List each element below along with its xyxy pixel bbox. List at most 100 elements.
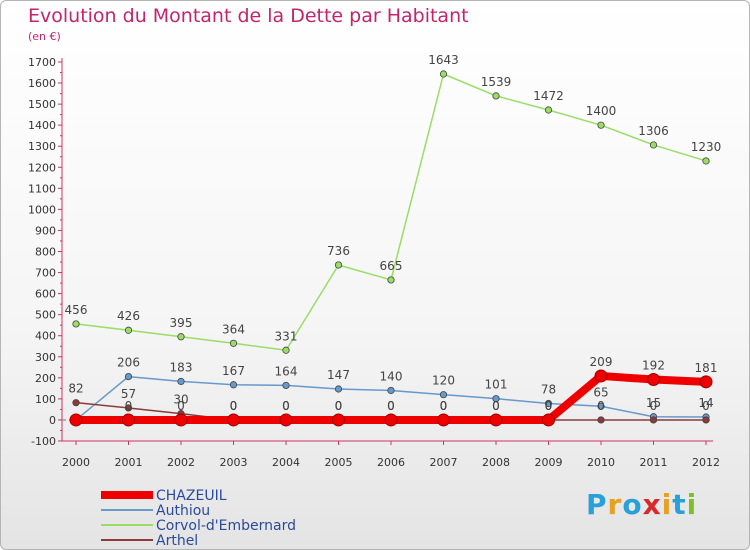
logo-letter: P <box>586 488 608 521</box>
data-label: 1400 <box>586 104 617 118</box>
data-point <box>72 399 80 407</box>
data-point <box>489 413 503 427</box>
data-label: 82 <box>68 382 83 396</box>
y-tick-label: 800 <box>35 246 56 259</box>
data-label: 192 <box>642 359 665 373</box>
data-label: 57 <box>121 387 136 401</box>
logo-letter: x <box>642 488 662 521</box>
logo-letter: i <box>686 488 698 521</box>
x-tick-label: 2005 <box>325 456 353 469</box>
y-tick-label: 1300 <box>28 140 56 153</box>
data-label: 1230 <box>691 140 722 154</box>
data-point <box>597 416 605 424</box>
data-point <box>124 404 133 412</box>
data-label: 209 <box>590 355 613 369</box>
logo-letter: t <box>672 488 687 521</box>
unit-label: (en €) <box>28 30 61 43</box>
data-point <box>279 413 293 427</box>
y-tick-label: 1600 <box>28 77 56 90</box>
data-label: 0 <box>230 399 238 413</box>
data-label: 0 <box>545 399 553 413</box>
x-tick-label: 2004 <box>272 456 300 469</box>
data-label: 206 <box>117 356 140 370</box>
data-point <box>492 395 500 403</box>
data-point <box>594 369 608 383</box>
data-point <box>384 413 398 427</box>
data-point <box>72 320 80 328</box>
legend-label: CHAZEUIL <box>156 488 227 504</box>
data-label: 14 <box>698 396 713 410</box>
data-label: 1539 <box>481 75 512 89</box>
data-point <box>229 339 238 347</box>
logo-letter: r <box>607 488 623 521</box>
y-tick-label: 600 <box>35 288 56 301</box>
data-label: 0 <box>125 399 133 413</box>
data-point <box>544 399 553 408</box>
data-label: 331 <box>275 329 298 343</box>
data-label: 0 <box>440 399 448 413</box>
data-point <box>387 386 395 395</box>
data-label: 0 <box>492 399 500 413</box>
data-point <box>699 375 713 389</box>
data-label: 0 <box>335 399 343 413</box>
y-tick-label: 1000 <box>28 203 56 216</box>
data-label: 15 <box>646 396 661 410</box>
chart-title: Evolution du Montant de la Dette par Hab… <box>28 5 469 27</box>
data-label: 426 <box>117 309 140 323</box>
data-label: 736 <box>327 244 350 258</box>
y-tick-label: 1200 <box>28 161 56 174</box>
data-label: 65 <box>593 385 608 399</box>
data-label: 183 <box>170 360 193 374</box>
data-point <box>229 381 238 389</box>
x-tick-label: 2006 <box>377 456 405 469</box>
x-tick-label: 2010 <box>587 456 615 469</box>
data-point <box>544 106 553 114</box>
x-tick-label: 2000 <box>62 456 90 469</box>
x-tick-label: 2012 <box>692 456 720 469</box>
data-point <box>124 326 133 334</box>
y-tick-label: 0 <box>49 414 56 427</box>
data-label: 0 <box>387 399 395 413</box>
data-point <box>174 413 188 427</box>
y-tick-label: 700 <box>35 267 56 280</box>
y-tick-label: 300 <box>35 351 56 364</box>
data-label: 0 <box>492 399 500 413</box>
data-label: 0 <box>440 399 448 413</box>
data-point <box>282 346 290 354</box>
data-label: 1643 <box>428 53 459 67</box>
data-point <box>597 121 605 129</box>
y-tick-label: 1100 <box>28 182 56 195</box>
data-label: 0 <box>282 399 290 413</box>
y-tick-label: 900 <box>35 224 56 237</box>
data-point <box>177 377 185 386</box>
y-tick-label: 1500 <box>28 98 56 111</box>
y-tick-label: 100 <box>35 393 56 406</box>
data-point <box>282 381 290 390</box>
x-tick-label: 2011 <box>640 456 668 469</box>
data-label: 0 <box>545 399 553 413</box>
legend-label: Corvol-d'Embernard <box>156 518 296 534</box>
data-point <box>227 413 240 427</box>
data-label: 78 <box>541 383 556 397</box>
data-point <box>334 385 343 393</box>
data-label: 0 <box>335 399 343 413</box>
data-point <box>177 333 185 341</box>
x-tick-label: 2003 <box>220 456 248 469</box>
proxiti-logo: Proxiti <box>586 488 697 521</box>
data-point <box>542 413 555 427</box>
data-point <box>702 157 710 165</box>
data-point <box>439 70 448 78</box>
legend-label: Arthel <box>156 533 198 549</box>
data-point <box>332 413 345 427</box>
data-point <box>387 276 395 284</box>
data-label: 140 <box>380 369 403 383</box>
data-point <box>597 402 605 410</box>
data-point <box>649 141 658 149</box>
y-tick-label: 500 <box>35 309 56 322</box>
x-tick-label: 2002 <box>167 456 195 469</box>
data-label: 167 <box>222 364 245 378</box>
data-label: 0 <box>597 399 605 413</box>
data-point <box>439 391 448 399</box>
data-label: 164 <box>275 364 298 378</box>
